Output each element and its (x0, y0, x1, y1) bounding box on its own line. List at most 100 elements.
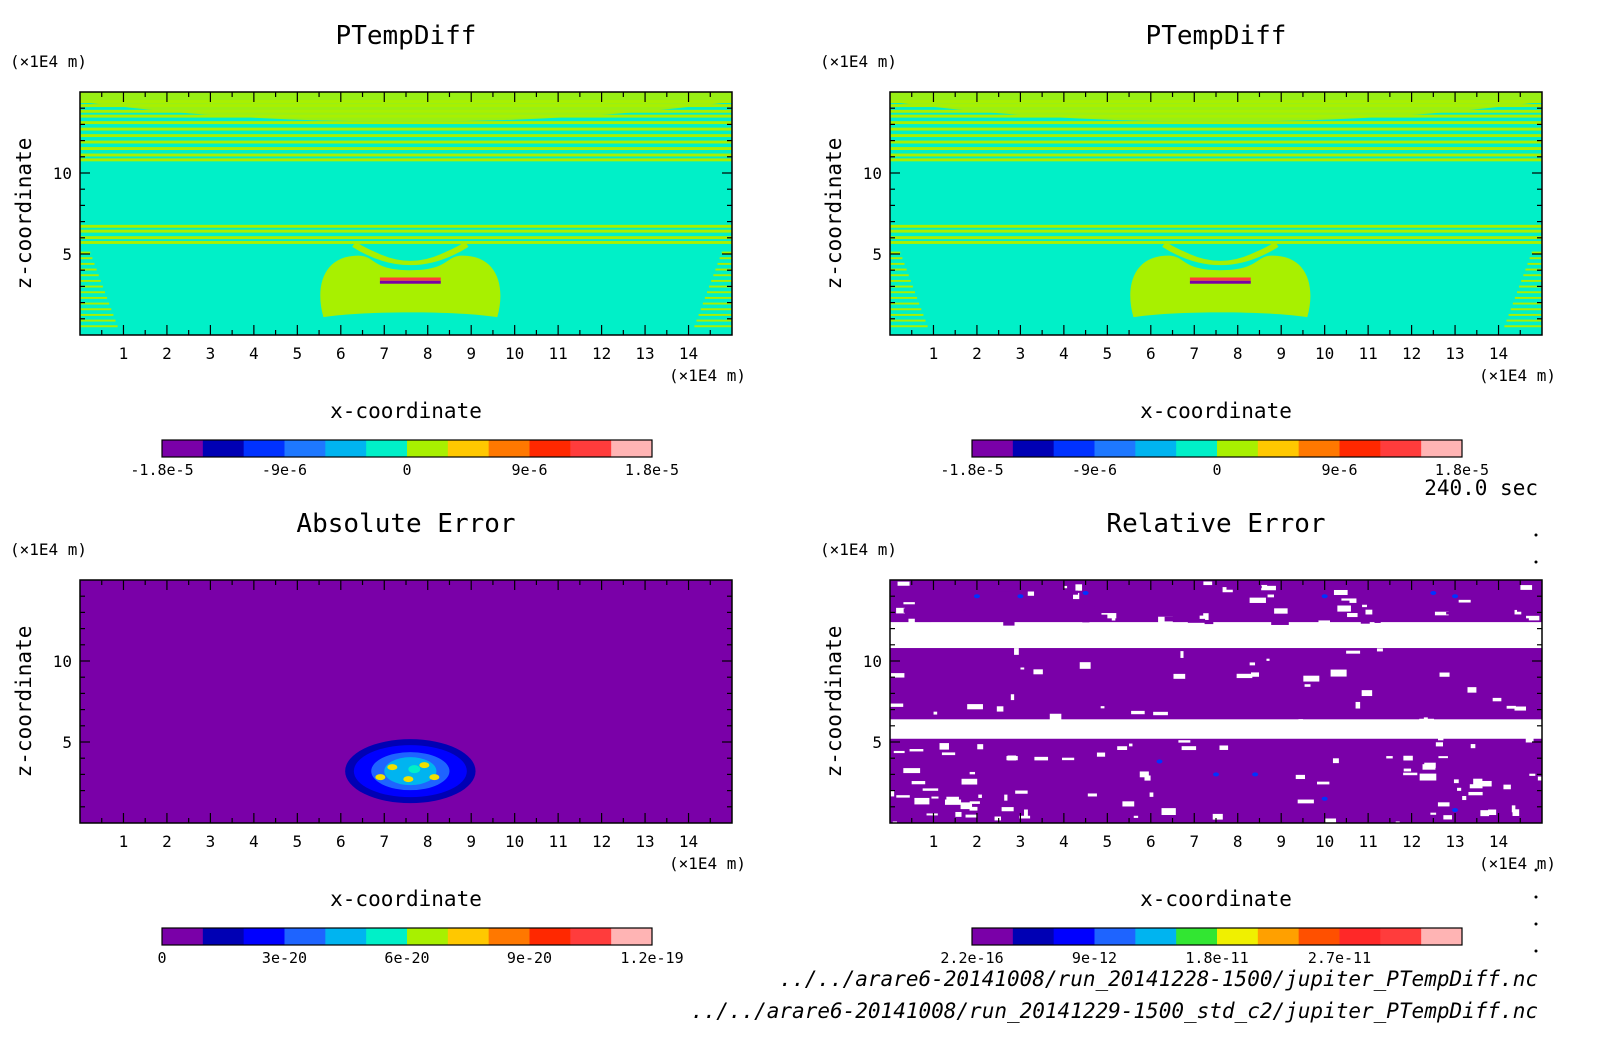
colorbar-tick-label: 2.7e-11 (1308, 949, 1371, 967)
undefined-speck (1169, 725, 1187, 730)
value-speck (1374, 619, 1381, 623)
value-speck (1271, 620, 1289, 625)
x-tick-label: 3 (1016, 344, 1026, 363)
value-speck (1084, 602, 1104, 607)
undefined-speck (1212, 813, 1223, 820)
value-speck (1360, 618, 1370, 624)
value-speck (1470, 610, 1489, 615)
contour-band (80, 158, 732, 162)
error-peak (429, 774, 440, 781)
colorbar: 2.2e-16 9e-12 1.8e-11 2.7e-11 (940, 927, 1463, 967)
colorbar-tick-label: 2.2e-16 (940, 949, 1003, 967)
undefined-speck (1020, 667, 1025, 670)
value-speck (1252, 772, 1259, 777)
undefined-speck (1100, 706, 1105, 709)
contour-band (80, 308, 112, 311)
colorbar-tick-label: -1.8e-5 (130, 461, 193, 479)
undefined-speck (1465, 726, 1474, 733)
y-unit-label: (×1E4 m) (820, 540, 897, 559)
contour-band (890, 325, 928, 328)
contour-band (80, 236, 732, 240)
undefined-speck (941, 752, 956, 756)
undefined-speck (1122, 801, 1135, 807)
colorbar-swatch (1339, 928, 1381, 945)
value-speck (1226, 585, 1246, 590)
value-speck (1416, 618, 1426, 622)
contour-band (1514, 296, 1542, 299)
undefined-speck (1419, 718, 1434, 725)
undefined-speck (1133, 815, 1139, 818)
contour-arc (1162, 241, 1279, 266)
undefined-speck (1318, 620, 1331, 627)
panel-title: PTempDiff (1146, 21, 1287, 51)
undefined-speck (1025, 732, 1040, 736)
value-speck (1082, 618, 1090, 623)
x-tick-label: 10 (1315, 344, 1334, 363)
undefined-speck (1111, 615, 1116, 621)
value-speck (1267, 580, 1281, 586)
y-tick-label: 5 (62, 245, 72, 264)
contour-band (890, 296, 918, 299)
x-unit-label: (×1E4 m) (669, 854, 746, 873)
undefined-speck (896, 607, 905, 614)
undefined-speck (903, 768, 921, 774)
undefined-speck (1131, 710, 1145, 715)
colorbar-frame (161, 927, 653, 946)
value-speck (1187, 618, 1206, 623)
value-speck (1003, 620, 1015, 626)
undefined-speck (1236, 673, 1253, 679)
x-tick-label: 7 (379, 344, 389, 363)
undefined-speck (1438, 737, 1444, 741)
colorbar-swatch (243, 928, 285, 945)
undefined-speck (1347, 613, 1358, 618)
undefined-speck (1330, 669, 1347, 677)
value-speck (915, 618, 932, 623)
value-speck (1156, 759, 1163, 764)
contour-band (80, 121, 732, 125)
undefined-speck (965, 814, 977, 818)
file-path-2: ../../arare6-20141008/run_20141229-1500_… (691, 999, 1538, 1023)
contour-band (890, 268, 907, 271)
undefined-speck (909, 749, 924, 752)
x-tick-label: 2 (972, 344, 982, 363)
value-speck (1164, 616, 1182, 622)
x-tick-label: 1 (929, 344, 939, 363)
contour-band (80, 251, 91, 254)
colorbar-frame (971, 927, 1463, 946)
contour-band (711, 279, 732, 282)
colorbar-swatch (529, 928, 571, 945)
contour-band (80, 325, 118, 328)
undefined-speck (1267, 594, 1274, 598)
value-speck (1430, 590, 1437, 595)
undefined-speck (1430, 812, 1437, 815)
x-tick-label: 2 (162, 344, 172, 363)
undefined-speck (1180, 651, 1184, 658)
undefined-speck (890, 790, 895, 797)
x-tick-label: 2 (972, 832, 982, 851)
colorbar-swatch (1053, 440, 1095, 457)
undefined-speck (1063, 585, 1068, 589)
contour-band (80, 257, 93, 260)
x-tick-label: 1 (119, 344, 129, 363)
x-tick-label: 10 (505, 832, 524, 851)
undefined-speck (961, 778, 978, 785)
undefined-speck (947, 722, 956, 727)
undefined-speck (1139, 771, 1149, 778)
colorbar-tick-label: 1.8e-5 (1435, 461, 1489, 479)
undefined-speck (1015, 790, 1028, 794)
x-tick-label: 5 (1103, 832, 1113, 851)
colorbar-swatch (1298, 440, 1340, 457)
value-speck (1082, 590, 1089, 595)
panel-title: Relative Error (1106, 509, 1325, 539)
contour-band (80, 302, 110, 305)
contour-band (80, 285, 103, 288)
undefined-speck (1362, 604, 1367, 608)
error-peak (375, 774, 386, 781)
colorbar-swatch (1380, 440, 1422, 457)
contour-band (80, 92, 732, 122)
value-speck (961, 615, 970, 619)
undefined-speck (1001, 807, 1014, 812)
y-axis-label: z-coordinate (12, 626, 36, 778)
x-tick-label: 4 (249, 344, 259, 363)
